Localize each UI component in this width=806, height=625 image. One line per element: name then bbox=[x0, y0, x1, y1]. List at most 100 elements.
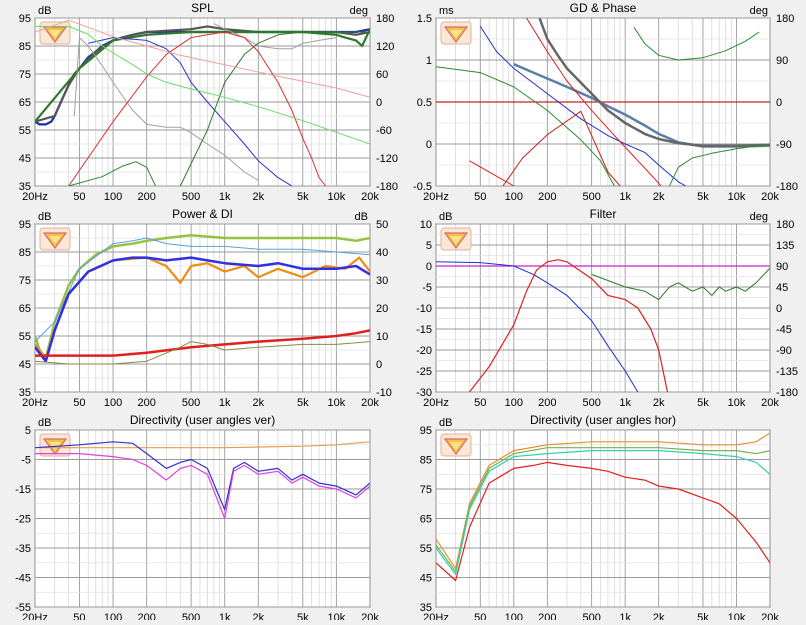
x-tick-label: 20k bbox=[761, 612, 779, 620]
y-tick-label-right: 180 bbox=[776, 219, 794, 231]
series-line-7 bbox=[633, 27, 760, 61]
series-line-1 bbox=[436, 432, 770, 570]
y-tick-label-left: 45 bbox=[420, 573, 432, 585]
series-line-10 bbox=[68, 161, 156, 186]
x-tick-label: 2k bbox=[653, 191, 665, 203]
x-tick-label: 1k bbox=[619, 191, 631, 203]
y-tick-label-left: 95 bbox=[19, 13, 31, 25]
series-line-2 bbox=[436, 261, 639, 392]
y-tick-label-left: 95 bbox=[19, 219, 31, 231]
series-line-7 bbox=[68, 31, 326, 186]
y-tick-label-right: 180 bbox=[376, 13, 394, 25]
x-tick-label: 1k bbox=[219, 191, 231, 203]
y-tick-label-left: 65 bbox=[19, 97, 31, 109]
series-group bbox=[35, 233, 370, 365]
y-tick-label-left: -45 bbox=[15, 573, 31, 585]
chart-title: Directivity (user angles hor) bbox=[530, 413, 676, 427]
x-tick-label: 20k bbox=[361, 397, 379, 409]
x-tick-label: 200 bbox=[538, 397, 556, 409]
chart-title: Filter bbox=[590, 207, 617, 221]
series-line-6 bbox=[436, 66, 615, 186]
y-tick-label-left: -0.5 bbox=[413, 181, 432, 193]
series-group bbox=[436, 432, 770, 582]
y-tick-label-right: 50 bbox=[376, 219, 388, 231]
chart-filter: 20Hz 50 100 200 500 1k 2k 5k 10k 20k1050-5-10-15-… bbox=[416, 207, 798, 409]
y-tick-label-left: -35 bbox=[15, 543, 31, 555]
chart-power: 20Hz 50 100 200 500 1k 2k 5k 10k 20k9585756555453… bbox=[19, 207, 392, 409]
series-line-1 bbox=[35, 233, 370, 360]
x-tick-label: 20k bbox=[761, 397, 779, 409]
series-line-4 bbox=[73, 37, 259, 181]
y-tick-label-left: 5 bbox=[25, 425, 31, 437]
left-unit-label: dB bbox=[38, 417, 51, 429]
y-tick-label-left: 35 bbox=[19, 387, 31, 399]
y-tick-label-left: 55 bbox=[420, 543, 432, 555]
x-tick-label: 5k bbox=[697, 397, 709, 409]
y-tick-label-right: 120 bbox=[376, 41, 394, 53]
y-tick-label-right: -90 bbox=[776, 345, 792, 357]
y-tick-label-left: 55 bbox=[19, 125, 31, 137]
y-tick-label-left: 65 bbox=[19, 303, 31, 315]
x-tick-label: 10k bbox=[728, 191, 746, 203]
x-tick-label: 10k bbox=[328, 612, 346, 620]
y-tick-label-left: -20 bbox=[416, 345, 432, 357]
y-tick-label-left: -30 bbox=[416, 387, 432, 399]
x-tick-label: 2k bbox=[653, 612, 665, 620]
series-line-8 bbox=[669, 143, 770, 186]
y-tick-label-left: -15 bbox=[15, 484, 31, 496]
y-tick-label-right: 135 bbox=[776, 240, 794, 252]
x-tick-label: 500 bbox=[182, 191, 200, 203]
series-line-5 bbox=[213, 23, 337, 50]
logo-badge bbox=[440, 227, 472, 251]
series-line-3 bbox=[436, 450, 770, 576]
y-tick-label-left: 85 bbox=[19, 41, 31, 53]
y-tick-label-left: -25 bbox=[15, 514, 31, 526]
y-tick-label-left: 0.5 bbox=[417, 97, 432, 109]
y-tick-label-left: 85 bbox=[19, 247, 31, 259]
series-line-9 bbox=[35, 25, 370, 145]
x-tick-label: 200 bbox=[538, 612, 556, 620]
y-tick-label-right: 0 bbox=[776, 97, 782, 109]
y-tick-label-right: -180 bbox=[776, 181, 798, 193]
y-tick-label-left: 45 bbox=[19, 359, 31, 371]
series-group bbox=[436, 259, 770, 392]
left-unit-label: dB bbox=[38, 5, 51, 17]
right-unit-label: deg bbox=[750, 211, 768, 223]
x-tick-label: 50 bbox=[474, 397, 486, 409]
x-tick-label: 20k bbox=[361, 191, 379, 203]
logo-badge bbox=[39, 227, 71, 251]
x-tick-label: 50 bbox=[474, 612, 486, 620]
y-tick-label-left: 55 bbox=[19, 331, 31, 343]
x-tick-label: 200 bbox=[538, 191, 556, 203]
series-group bbox=[35, 19, 370, 186]
x-tick-label: 200 bbox=[137, 397, 155, 409]
x-tick-label: 100 bbox=[505, 191, 523, 203]
y-tick-label-left: 75 bbox=[19, 69, 31, 81]
x-tick-label: 200 bbox=[137, 612, 155, 620]
chart-title: Directivity (user angles ver) bbox=[130, 413, 275, 427]
y-tick-label-right: -90 bbox=[776, 139, 792, 151]
chart-dir_hor: 20Hz 50 100 200 500 1k 2k 5k 10k 20k9585756555453… bbox=[420, 413, 780, 624]
x-tick-label: 20Hz bbox=[423, 191, 449, 203]
x-tick-label: 20k bbox=[361, 612, 379, 620]
series-line-2 bbox=[35, 237, 370, 342]
y-tick-label-right: 0 bbox=[376, 97, 382, 109]
x-tick-label: 1k bbox=[619, 397, 631, 409]
y-tick-label-left: 35 bbox=[19, 181, 31, 193]
x-tick-label: 500 bbox=[582, 612, 600, 620]
y-tick-label-right: 0 bbox=[376, 359, 382, 371]
x-tick-label: 100 bbox=[104, 397, 122, 409]
series-line-8 bbox=[179, 31, 370, 186]
y-tick-label-right: 0 bbox=[776, 303, 782, 315]
y-tick-label-left: -55 bbox=[15, 602, 31, 614]
x-tick-label: 5k bbox=[697, 191, 709, 203]
y-tick-label-right: -135 bbox=[776, 366, 798, 378]
y-tick-label-left: 10 bbox=[420, 219, 432, 231]
right-unit-label: deg bbox=[750, 5, 768, 17]
y-tick-label-left: -25 bbox=[416, 366, 432, 378]
y-tick-label-left: 75 bbox=[19, 275, 31, 287]
series-line-3 bbox=[35, 28, 370, 123]
x-tick-label: 20Hz bbox=[22, 397, 48, 409]
y-tick-label-left: 0 bbox=[426, 261, 432, 273]
